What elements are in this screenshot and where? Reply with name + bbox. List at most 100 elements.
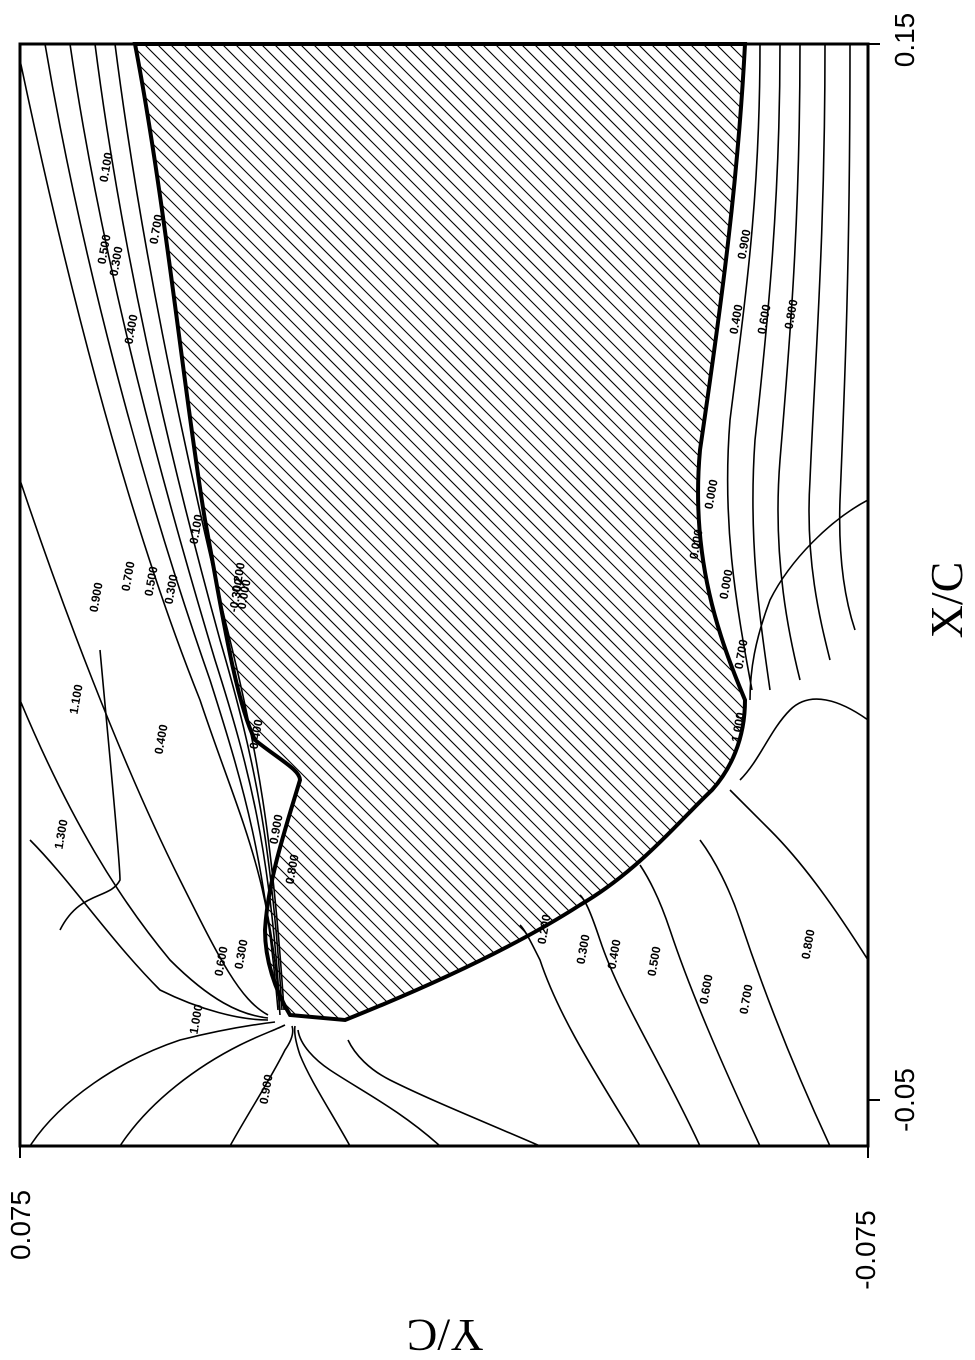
contour-label: 0.800 — [782, 298, 801, 330]
hatch-line — [320, 44, 745, 1020]
hatch-line — [135, 44, 265, 1020]
hatch-line — [828, 0, 975, 1360]
hatch-line — [135, 44, 590, 1020]
contour-label: 0.500 — [142, 565, 161, 597]
hatch-line — [135, 44, 629, 1020]
hatch-line — [385, 44, 745, 1020]
contour-label: 1.000 — [187, 1003, 206, 1035]
hatch-line — [135, 44, 213, 1020]
hatch-line — [135, 44, 382, 1020]
hatch-line — [671, 44, 745, 1020]
contour-label: 0.800 — [283, 853, 302, 885]
contour-label: 0.400 — [122, 313, 141, 345]
hatch-line — [135, 44, 745, 1020]
hatch-line — [135, 44, 356, 1020]
hatch-line — [135, 44, 745, 1020]
hatch-line — [135, 44, 745, 1020]
hatch-line — [135, 44, 525, 1020]
hatch-line — [135, 44, 395, 1020]
hatch-line — [203, 44, 745, 1020]
x-axis-label: X/C — [921, 562, 972, 639]
hatch-line — [135, 44, 745, 1020]
contour-label: 0.300 — [162, 573, 181, 605]
contour-label: -0.200 — [228, 561, 248, 597]
hatch-line — [528, 44, 745, 1020]
contour-label: 0.400 — [247, 718, 266, 750]
contour-label: 0.500 — [95, 233, 114, 265]
hatch-line — [135, 44, 745, 1020]
hatch-line — [135, 44, 408, 1020]
hatch-line — [750, 0, 975, 1360]
contour-labels: 0.7000.5000.3000.1000.4000.1000.7000.900… — [52, 151, 818, 1105]
hatch-line — [736, 44, 745, 1020]
y-axis-label: Y/C — [407, 1310, 484, 1360]
y-tick-label-bottom: -0.075 — [850, 1210, 881, 1289]
contour-label: 0.700 — [737, 983, 756, 1015]
hatch-line — [135, 44, 486, 1020]
hatch-line — [880, 0, 975, 1360]
hatch-line — [398, 44, 745, 1020]
hatch-line — [424, 44, 745, 1020]
contour-label: 1.300 — [52, 818, 71, 850]
hatch-line — [841, 0, 975, 1360]
hatch-line — [971, 0, 975, 1360]
hatch-line — [135, 44, 745, 1020]
hatch-line — [229, 44, 745, 1020]
hatch-line — [489, 44, 745, 1020]
hatch-line — [294, 44, 745, 1020]
hatch-line — [135, 44, 161, 1020]
hatch-line — [945, 0, 975, 1360]
hatch-line — [450, 44, 745, 1020]
hatch-line — [135, 44, 434, 1020]
hatch-line — [919, 0, 975, 1360]
contour-label: 0.000 — [702, 478, 721, 510]
contour-label: 0.100 — [97, 151, 116, 183]
hatch-line — [135, 44, 745, 1020]
contour-label: 0.100 — [187, 513, 206, 545]
contour-label: 0.400 — [152, 723, 171, 755]
hatch-line — [580, 44, 745, 1020]
hatch-line — [164, 44, 745, 1020]
hatch-line — [135, 44, 304, 1020]
hatch-line — [135, 44, 538, 1020]
hatch-line — [135, 44, 745, 1020]
hatch-line — [268, 44, 745, 1020]
hatch-line — [958, 0, 975, 1360]
hatch-line — [190, 44, 745, 1020]
contour-label: 0.500 — [645, 945, 664, 977]
contour-lines — [20, 44, 868, 1146]
hatch-line — [606, 44, 745, 1020]
hatch-line — [135, 44, 745, 1020]
hatch-line — [135, 44, 200, 1020]
hatch-line — [854, 0, 975, 1360]
hatch-line — [776, 0, 975, 1360]
contour-label: 0.400 — [605, 938, 624, 970]
hatch-line — [135, 44, 564, 1020]
hatch-line — [932, 0, 975, 1360]
hatch-line — [802, 0, 975, 1360]
hatch-line — [411, 44, 745, 1020]
hatch-line — [867, 0, 975, 1360]
hatch-line — [255, 44, 745, 1020]
contour-label: 0.000 — [235, 578, 254, 610]
